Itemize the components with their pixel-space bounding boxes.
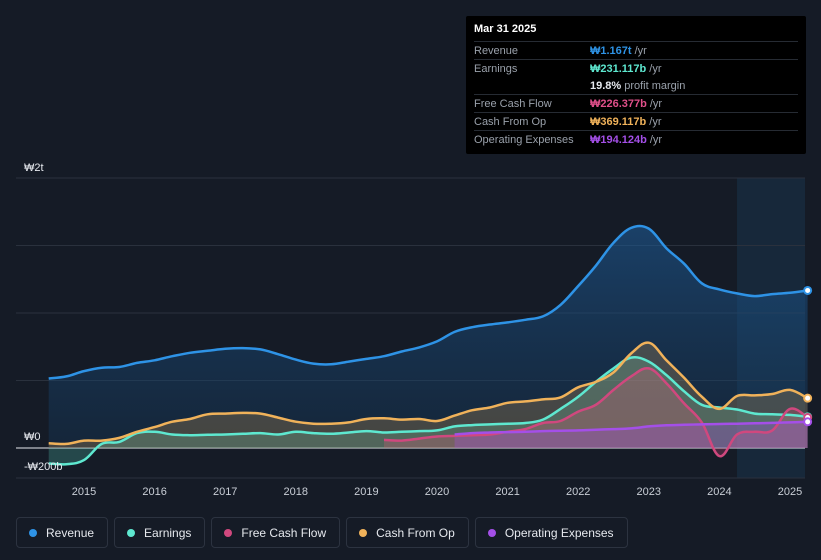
tooltip-unit: profit margin <box>624 80 686 92</box>
legend: Revenue Earnings Free Cash Flow Cash Fro… <box>16 517 628 548</box>
x-tick-label: 2021 <box>495 486 519 498</box>
x-tick-label: 2024 <box>707 486 731 498</box>
tooltip-label: Free Cash Flow <box>474 98 552 110</box>
line-revenue <box>48 224 808 380</box>
legend-dot-icon <box>224 528 233 537</box>
line-cash-from-op <box>48 341 809 446</box>
x-tick-label: 2019 <box>354 486 378 498</box>
y-label-top: ₩2t <box>24 162 44 174</box>
tooltip-row-profit-margin: 19.8% profit margin <box>474 77 798 94</box>
legend-item-earnings[interactable]: Earnings <box>114 517 206 548</box>
end-marker-operating-expenses <box>803 417 813 427</box>
end-marker-revenue <box>803 285 813 295</box>
legend-label: Cash From Op <box>376 525 455 540</box>
series-lines <box>48 224 809 466</box>
legend-label: Free Cash Flow <box>241 525 327 540</box>
tooltip-value-opex: ₩194.124b <box>590 134 647 146</box>
area-operating-expenses <box>454 421 808 448</box>
x-tick-label: 2018 <box>284 486 308 498</box>
tooltip-value-revenue: ₩1.167t <box>590 45 632 57</box>
tooltip-unit: /yr <box>649 116 662 128</box>
tooltip-value-margin: 19.8% <box>590 80 622 92</box>
tooltip-label: Earnings <box>474 63 518 75</box>
tooltip-label: Cash From Op <box>474 116 547 128</box>
area-free-cash-flow <box>384 368 808 457</box>
tooltip-row-revenue: Revenue ₩1.167t /yr <box>474 41 798 59</box>
tooltip-unit: /yr <box>649 63 662 75</box>
x-tick-label: 2016 <box>142 486 166 498</box>
tooltip-date: Mar 31 2025 <box>474 23 537 35</box>
x-tick-label: 2017 <box>213 486 237 498</box>
legend-dot-icon <box>29 528 37 537</box>
tooltip-row-earnings: Earnings ₩231.117b /yr <box>474 59 798 77</box>
legend-item-operating-expenses[interactable]: Operating Expenses <box>474 517 628 548</box>
legend-item-cash-from-op[interactable]: Cash From Op <box>346 517 469 548</box>
end-marker-cash-from-op <box>803 393 813 403</box>
tooltip-value-earnings: ₩231.117b <box>590 63 647 75</box>
tooltip-unit: /yr <box>649 134 663 146</box>
legend-label: Operating Expenses <box>504 525 614 540</box>
x-tick-label: 2022 <box>566 486 590 498</box>
line-free-cash-flow <box>383 366 809 458</box>
tooltip-label: Revenue <box>474 45 519 57</box>
tooltip-unit: /yr <box>649 98 663 110</box>
x-tick-label: 2025 <box>778 486 802 498</box>
x-tick-label: 2015 <box>72 486 96 498</box>
legend-item-free-cash-flow[interactable]: Free Cash Flow <box>211 517 341 548</box>
legend-label: Earnings <box>144 525 192 540</box>
y-label-bottom: -₩200b <box>24 461 63 473</box>
tooltip-label: Operating Expenses <box>474 134 574 146</box>
line-operating-expenses <box>454 420 808 436</box>
line-earnings <box>48 355 808 466</box>
x-tick-label: 2020 <box>425 486 449 498</box>
series-end-markers <box>803 285 813 427</box>
y-axis: ₩2t ₩0 -₩200b <box>24 162 63 473</box>
legend-dot-icon <box>359 528 368 537</box>
tooltip-row-cfo: Cash From Op ₩369.117b /yr <box>474 112 798 130</box>
tooltip-row-opex: Operating Expenses ₩194.124b /yr <box>474 130 798 148</box>
tooltip-row-fcf: Free Cash Flow ₩226.377b /yr <box>474 94 798 112</box>
legend-label: Revenue <box>46 525 95 540</box>
x-tick-label: 2023 <box>637 486 661 498</box>
area-revenue <box>48 225 808 448</box>
y-label-zero: ₩0 <box>24 431 41 443</box>
legend-item-revenue[interactable]: Revenue <box>16 517 109 548</box>
legend-dot-icon <box>487 528 496 537</box>
tooltip-value-cfo: ₩369.117b <box>590 116 647 128</box>
tooltip-unit: /yr <box>634 45 647 57</box>
area-earnings <box>48 357 808 465</box>
tooltip-panel: Mar 31 2025 Revenue ₩1.167t /yr Earnings… <box>466 16 806 154</box>
x-axis: 2015 2016 2017 2018 2019 2020 2021 2022 2023 2024… <box>72 486 802 498</box>
tooltip-value-fcf: ₩226.377b <box>590 98 647 110</box>
legend-dot-icon <box>127 528 136 537</box>
